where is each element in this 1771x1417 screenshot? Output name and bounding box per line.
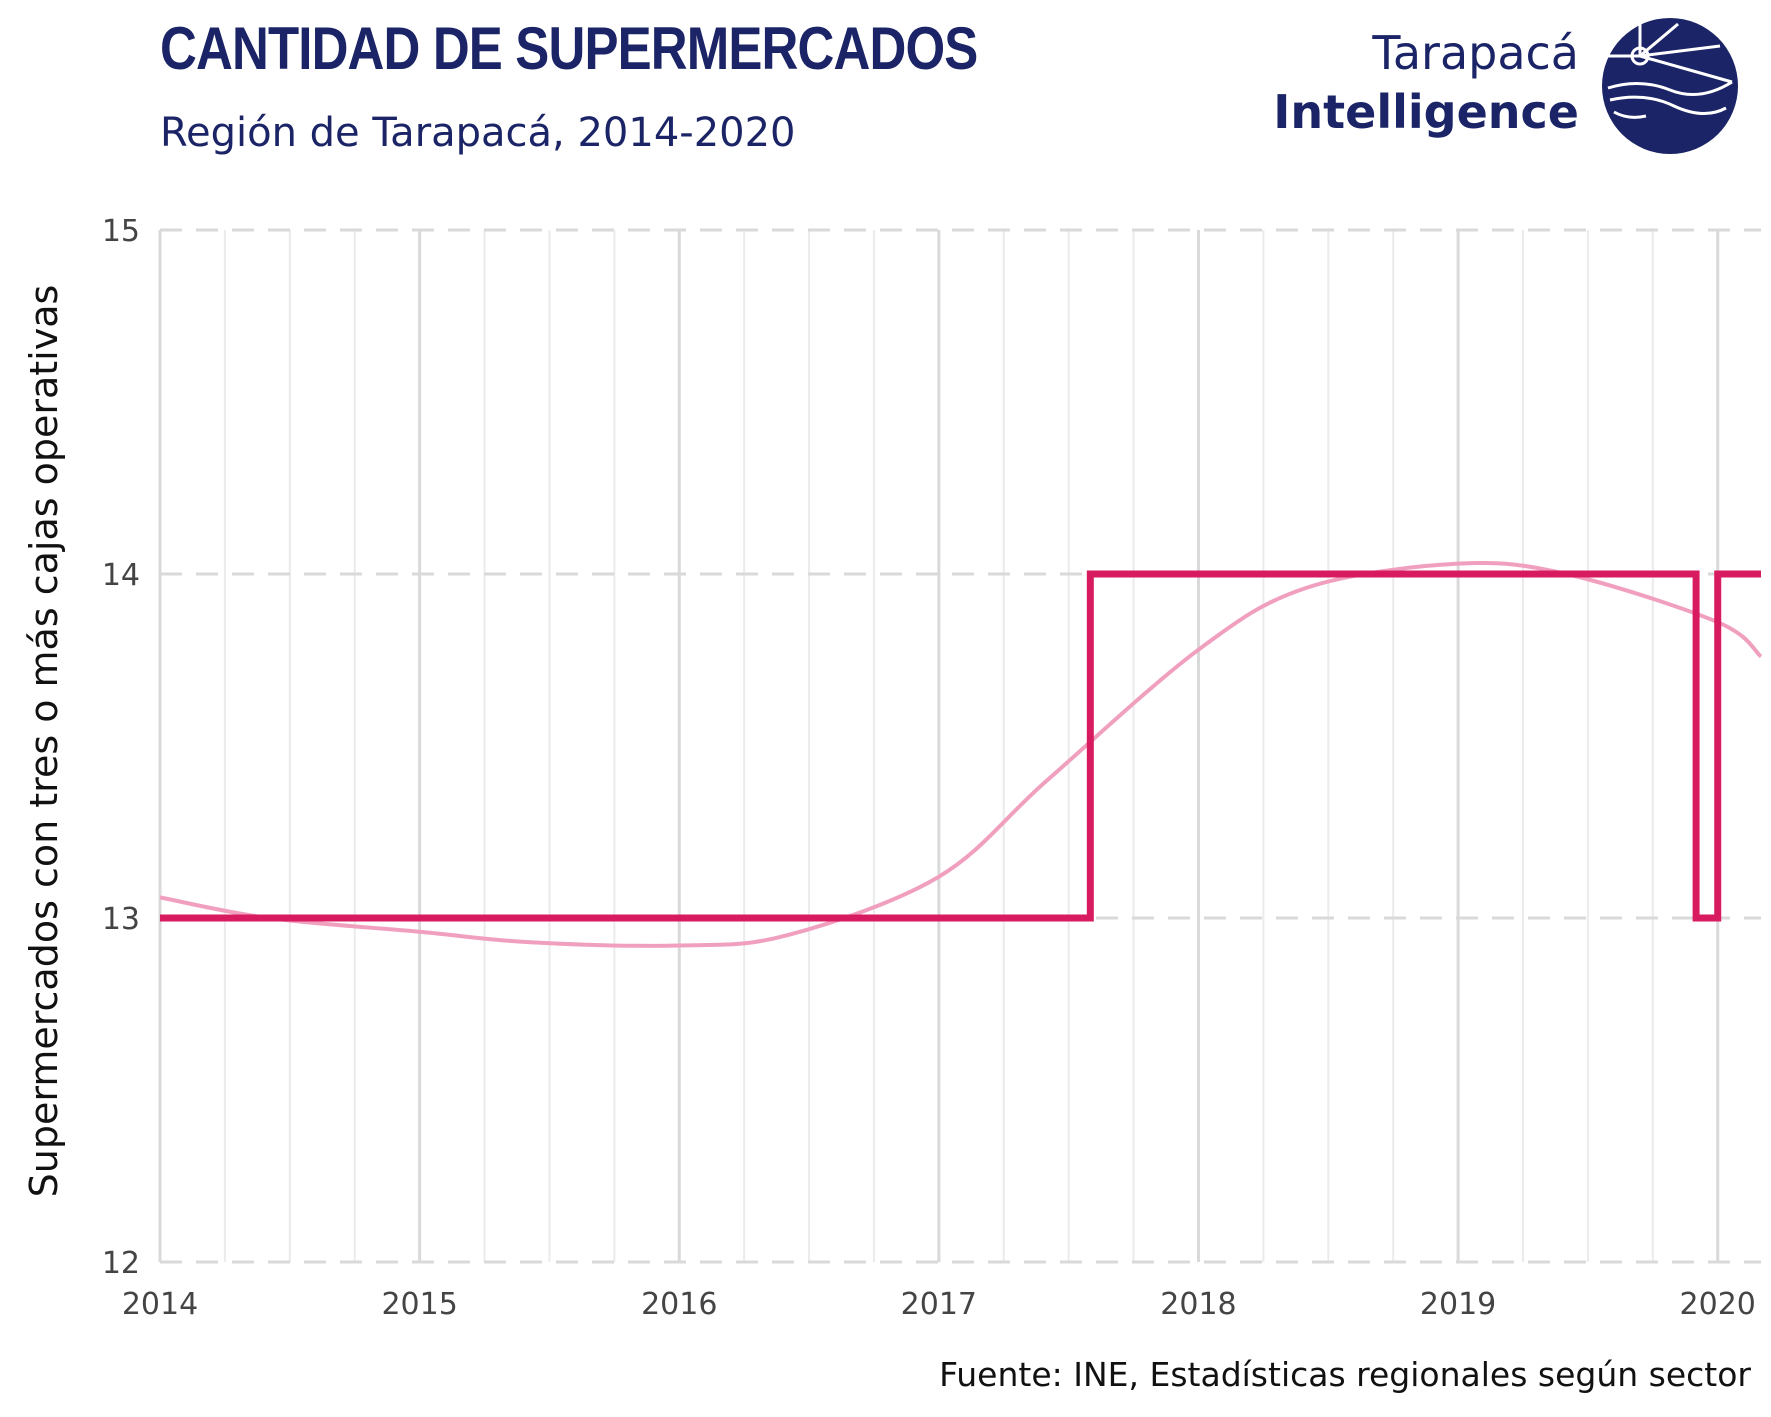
y-tick-label: 13 xyxy=(102,902,140,937)
x-tick-label: 2018 xyxy=(1160,1287,1236,1322)
x-tick-label: 2020 xyxy=(1680,1287,1756,1322)
brand-name-line-2: Intelligence xyxy=(1273,85,1579,139)
step-series xyxy=(160,570,1761,922)
tarapaca-intelligence-logo-icon xyxy=(1602,18,1738,154)
chart-area: 12 13 14 15 2014 2015 2016 2017 2018 2019 2020 xyxy=(102,214,1763,1322)
y-tick-labels: 12 13 14 15 xyxy=(102,214,140,1281)
x-tick-label: 2014 xyxy=(122,1287,198,1322)
x-tick-label: 2016 xyxy=(641,1287,717,1322)
y-tick-label: 15 xyxy=(102,214,140,249)
brand-name-line-1: Tarapacá xyxy=(1372,26,1579,80)
y-tick-label: 14 xyxy=(102,558,140,593)
x-tick-label: 2019 xyxy=(1420,1287,1496,1322)
source-note: Fuente: INE, Estadísticas regionales seg… xyxy=(939,1355,1751,1394)
x-tick-labels: 2014 2015 2016 2017 2018 2019 2020 xyxy=(122,1287,1756,1322)
chart-subtitle: Región de Tarapacá, 2014-2020 xyxy=(160,110,796,156)
chart-title: CANTIDAD DE SUPERMERCADOS xyxy=(160,15,978,82)
trend-line xyxy=(159,560,1763,948)
trend-series xyxy=(159,560,1763,948)
x-tick-label: 2017 xyxy=(901,1287,977,1322)
grid xyxy=(158,228,1761,1264)
y-tick-label: 12 xyxy=(102,1246,140,1281)
step-line xyxy=(160,570,1761,922)
x-tick-label: 2015 xyxy=(381,1287,457,1322)
